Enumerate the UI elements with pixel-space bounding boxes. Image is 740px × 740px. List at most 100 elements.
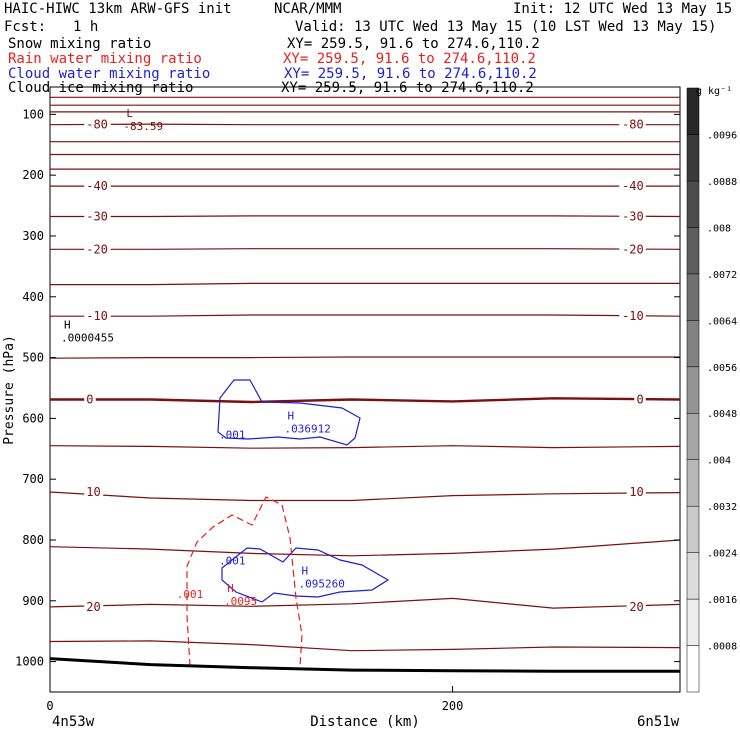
isotherm-line (50, 215, 681, 218)
extremum-symbol: H (64, 318, 71, 331)
isotherm-label: -10 (86, 309, 108, 323)
isotherm-label: -30 (622, 210, 644, 224)
isotherm-line (49, 640, 681, 652)
colorbar-label: .008 (707, 223, 731, 234)
colorbar: .0008 .0016 .0024 .0032 .004 .0048 .0056 .0064.… (686, 87, 737, 693)
colorbar-swatch (686, 598, 700, 646)
field-label-cloud-ice: Cloud ice mixing ratio (8, 80, 194, 96)
extremum-value: -83.59 (123, 120, 163, 133)
isotherm-label-bg (84, 484, 104, 498)
y-tick-label: 600 (22, 411, 44, 425)
y-axis-title: Pressure (hPa) (2, 335, 17, 445)
isotherm-line (50, 248, 681, 250)
isotherm-label-bg (619, 209, 646, 223)
extremum-value: .095260 (299, 578, 345, 591)
y-tick-label: 800 (22, 533, 44, 547)
isotherm-line (49, 597, 681, 609)
contour-label-layer: .001 .001 .001 (177, 428, 246, 600)
colorbar-label: .0088 (707, 177, 737, 188)
x-end-label: 6n51w (637, 714, 680, 730)
isotherm-label: -30 (86, 210, 108, 224)
valid-time: Valid: 13 UTC Wed 13 May 15 (10 LST Wed … (295, 19, 717, 35)
isotherm-label-bg (84, 309, 111, 323)
isotherm-label-bg (626, 484, 646, 498)
terrain-surface (49, 657, 680, 673)
isotherm-label: -80 (86, 118, 108, 132)
isotherm-label: 10 (629, 485, 643, 499)
isotherm-label-bg (634, 392, 646, 406)
init-time: Init: 12 UTC Wed 13 May 15 (513, 1, 733, 17)
extremum-symbol: H (287, 410, 294, 423)
field-label-rain: Rain water mixing ratio (8, 51, 202, 67)
colorbar-swatch (686, 552, 700, 600)
y-tick-label: 100 (22, 107, 44, 121)
extremum-value: .036912 (284, 423, 330, 436)
isotherm-label-bg (626, 599, 646, 613)
isotherm-label: -40 (86, 179, 108, 193)
extremum-value: .0095 (224, 595, 257, 608)
isotherm-label-bg (619, 309, 646, 323)
isotherm-label-bg (84, 392, 96, 406)
isotherm-label: -80 (622, 118, 644, 132)
colorbar-swatch (686, 366, 700, 414)
extremum-symbol: L (126, 107, 133, 120)
field-xy-snow: XY= 259.5, 91.6 to 274.6,110.2 (287, 36, 540, 52)
contour-label: .001 (219, 428, 246, 441)
colorbar-label: .0032 (707, 502, 737, 513)
contour-label: .001 (177, 588, 204, 601)
forecast-value: 1 h (73, 19, 99, 35)
field-label-snow: Snow mixing ratio (8, 36, 152, 52)
colorbar-swatch (686, 459, 700, 507)
isotherm-label: 10 (86, 485, 100, 499)
colorbar-swatch (686, 134, 700, 182)
isotherm-label-bg (84, 242, 111, 256)
y-tick-label: 500 (22, 351, 44, 365)
isotherm-label: 20 (86, 600, 100, 614)
y-tick-label: 400 (22, 290, 44, 304)
colorbar-label: .0024 (707, 549, 737, 560)
colorbar-swatch (686, 273, 700, 321)
extremum-value: .0000455 (61, 331, 114, 344)
colorbar-label: .0064 (707, 316, 737, 327)
colorbar-label: .0096 (707, 130, 737, 141)
x-tick-label: 0 (46, 699, 53, 713)
field-xy-rain: XY= 259.5, 91.6 to 274.6,110.2 (283, 51, 536, 67)
colorbar-swatch (686, 180, 700, 228)
y-tick-label: 1000 (15, 655, 44, 669)
isotherm-line (49, 539, 681, 557)
isotherm-line (49, 491, 681, 502)
colorbar-label: .0048 (707, 409, 737, 420)
plot-frame (49, 86, 681, 693)
colorbar-unit: g kg⁻¹ (696, 86, 732, 97)
colorbar-swatch (686, 227, 700, 275)
isotherm-label: 0 (86, 393, 93, 407)
isotherm-line (49, 356, 680, 359)
y-tick-label: 200 (22, 168, 44, 182)
isotherm-label-layer: -80 -80 -40 -40 -30 -30 -20 -20 -10 -10 0 0 10 10 20 20 (84, 118, 646, 614)
isotherm-label: -10 (622, 309, 644, 323)
x-axis-title: Distance (km) (310, 714, 420, 730)
colorbar-swatch (686, 87, 700, 135)
isotherm-line (49, 445, 681, 449)
isotherm-label: -20 (622, 242, 644, 256)
colorbar-label: .0056 (707, 363, 737, 374)
forecast-label: Fcst: (4, 19, 47, 35)
isotherm-line (50, 397, 681, 404)
x-start-label: 4n53w (52, 714, 95, 730)
isotherm-line (50, 314, 681, 317)
colorbar-label: .0008 (707, 642, 737, 653)
isotherm-line (50, 282, 680, 286)
extremum-symbol: H (227, 582, 234, 595)
isotherm-label-bg (619, 242, 646, 256)
model-title: HAIC-HIWC 13km ARW-GFS init (4, 1, 232, 17)
isotherm-label-bg (84, 209, 111, 223)
isotherm-label: -40 (622, 179, 644, 193)
colorbar-swatch (686, 320, 700, 368)
isotherm-label: 20 (629, 600, 643, 614)
field-xy-cloud-ice: XY= 259.5, 91.6 to 274.6,110.2 (281, 80, 534, 96)
isotherm-label-bg (84, 117, 111, 131)
isotherm-label-bg (84, 599, 104, 613)
cloud-water-contour-upper (217, 379, 361, 446)
